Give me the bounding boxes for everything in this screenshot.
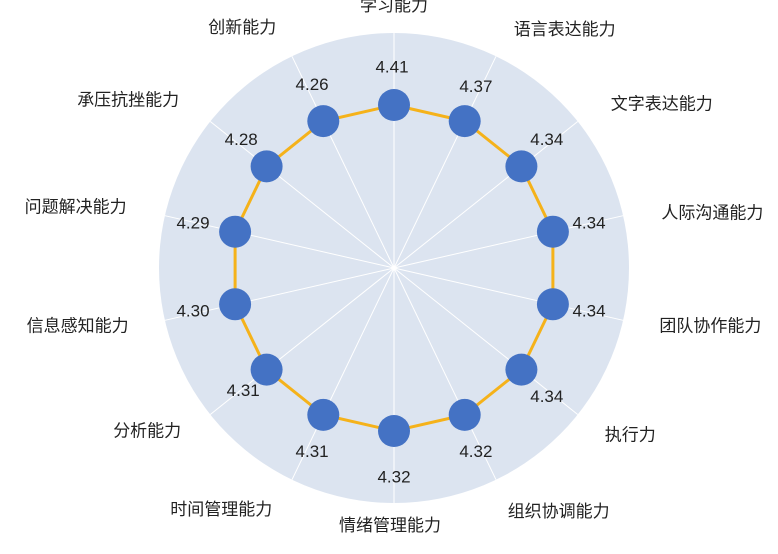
category-label: 创新能力 — [208, 18, 276, 38]
category-label: 时间管理能力 — [170, 500, 272, 520]
radar-spoke — [164, 215, 395, 269]
category-label: 问题解决能力 — [25, 198, 127, 218]
value-label: 4.34 — [530, 387, 563, 406]
value-label: 4.34 — [572, 302, 605, 321]
value-label: 4.31 — [227, 381, 260, 400]
category-label: 信息感知能力 — [27, 316, 129, 336]
radar-spoke — [393, 215, 624, 269]
category-label: 团队协作能力 — [659, 316, 761, 336]
data-point — [505, 353, 538, 386]
data-point — [307, 398, 340, 431]
category-label: 情绪管理能力 — [339, 516, 441, 536]
data-point — [448, 105, 481, 138]
value-label: 4.41 — [375, 57, 408, 76]
data-point — [307, 105, 340, 138]
radar-markers — [219, 89, 569, 447]
radar-spoke — [393, 267, 497, 480]
value-label: 4.34 — [572, 213, 605, 232]
category-label: 文字表达能力 — [611, 95, 713, 115]
value-label: 4.37 — [459, 77, 492, 96]
data-point — [378, 415, 410, 447]
category-label: 组织协调能力 — [508, 502, 610, 522]
category-label: 语言表达能力 — [514, 20, 616, 40]
data-point — [536, 215, 569, 248]
value-label: 4.32 — [377, 467, 410, 486]
data-point — [219, 215, 252, 248]
category-labels: 学习能力语言表达能力文字表达能力人际沟通能力团队协作能力执行力组织协调能力情绪管… — [25, 0, 764, 536]
radar-spoke — [393, 56, 497, 269]
category-label: 人际沟通能力 — [661, 204, 763, 224]
radar-spoke — [209, 267, 395, 415]
radar-spoke — [393, 121, 579, 269]
data-point — [448, 398, 481, 431]
radar-spoke — [291, 267, 395, 480]
radar-spoke — [393, 267, 579, 415]
category-label: 承压抗挫能力 — [77, 91, 179, 111]
value-label: 4.30 — [176, 302, 209, 321]
value-label: 4.29 — [176, 213, 209, 232]
value-label: 4.31 — [296, 442, 329, 461]
radar-spoke — [291, 56, 395, 269]
value-labels: 4.41 4.37 4.34 4.34 4.34 4.34 4.32 4.32 4.31 4.31… — [176, 57, 605, 486]
value-label: 4.28 — [225, 130, 258, 149]
value-label: 4.32 — [459, 442, 492, 461]
category-label: 执行力 — [605, 425, 656, 445]
data-point — [219, 288, 252, 321]
value-label: 4.34 — [530, 130, 563, 149]
data-point — [250, 353, 283, 386]
value-label: 4.26 — [296, 75, 329, 94]
data-point — [378, 89, 410, 121]
radar-spoke — [393, 267, 624, 321]
radar-spoke — [164, 267, 395, 321]
data-point — [536, 288, 569, 321]
category-label: 分析能力 — [113, 421, 181, 441]
radar-spokes — [164, 33, 624, 503]
category-label: 学习能力 — [360, 0, 428, 16]
radar-spoke — [209, 121, 395, 269]
data-point — [250, 150, 283, 183]
data-point — [505, 150, 538, 183]
